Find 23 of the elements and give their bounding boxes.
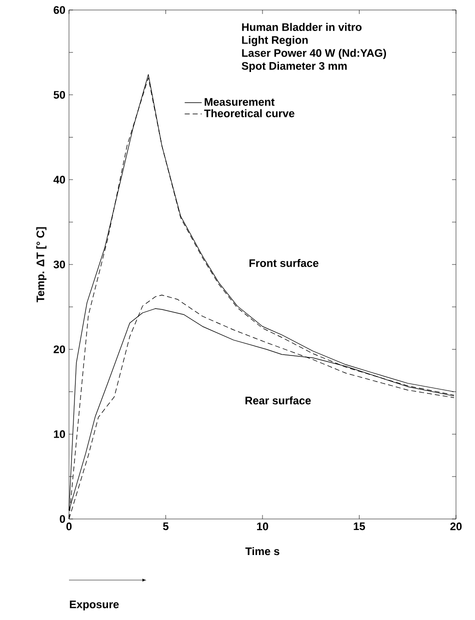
annotation: Spot Diameter 3 mm xyxy=(242,62,347,72)
x-tick-label: 0 xyxy=(66,522,72,530)
y-tick-label: 20 xyxy=(54,345,66,354)
annotation: Human Bladder in vitro xyxy=(242,22,362,31)
x-tick-label: 20 xyxy=(450,522,462,530)
y-tick-label: 40 xyxy=(53,176,66,184)
y-tick-label: 30 xyxy=(54,260,66,268)
y-tick-label: 0 xyxy=(60,515,66,523)
y-tick-label: 50 xyxy=(54,90,66,99)
annotation: Light Region xyxy=(242,36,308,46)
legend-label: Theoretical curve xyxy=(204,109,294,118)
legend-label: Measurement xyxy=(204,98,275,106)
x-tick-label: 10 xyxy=(257,522,268,530)
x-tick-label: 15 xyxy=(354,522,366,530)
x-axis-title: Time s xyxy=(245,547,280,556)
text: Exposure xyxy=(70,600,119,610)
annotation: Front surface xyxy=(250,258,318,267)
annotation: Laser Power 40 W (Nd:YAG) xyxy=(242,48,386,60)
y-tick-label: 10 xyxy=(54,430,66,438)
y-axis-title: Temp. ΔT [° C] xyxy=(36,227,46,302)
y-tick-label: 60 xyxy=(54,6,66,14)
x-tick-label: 5 xyxy=(163,522,168,530)
annotation: Rear surface xyxy=(246,396,311,404)
